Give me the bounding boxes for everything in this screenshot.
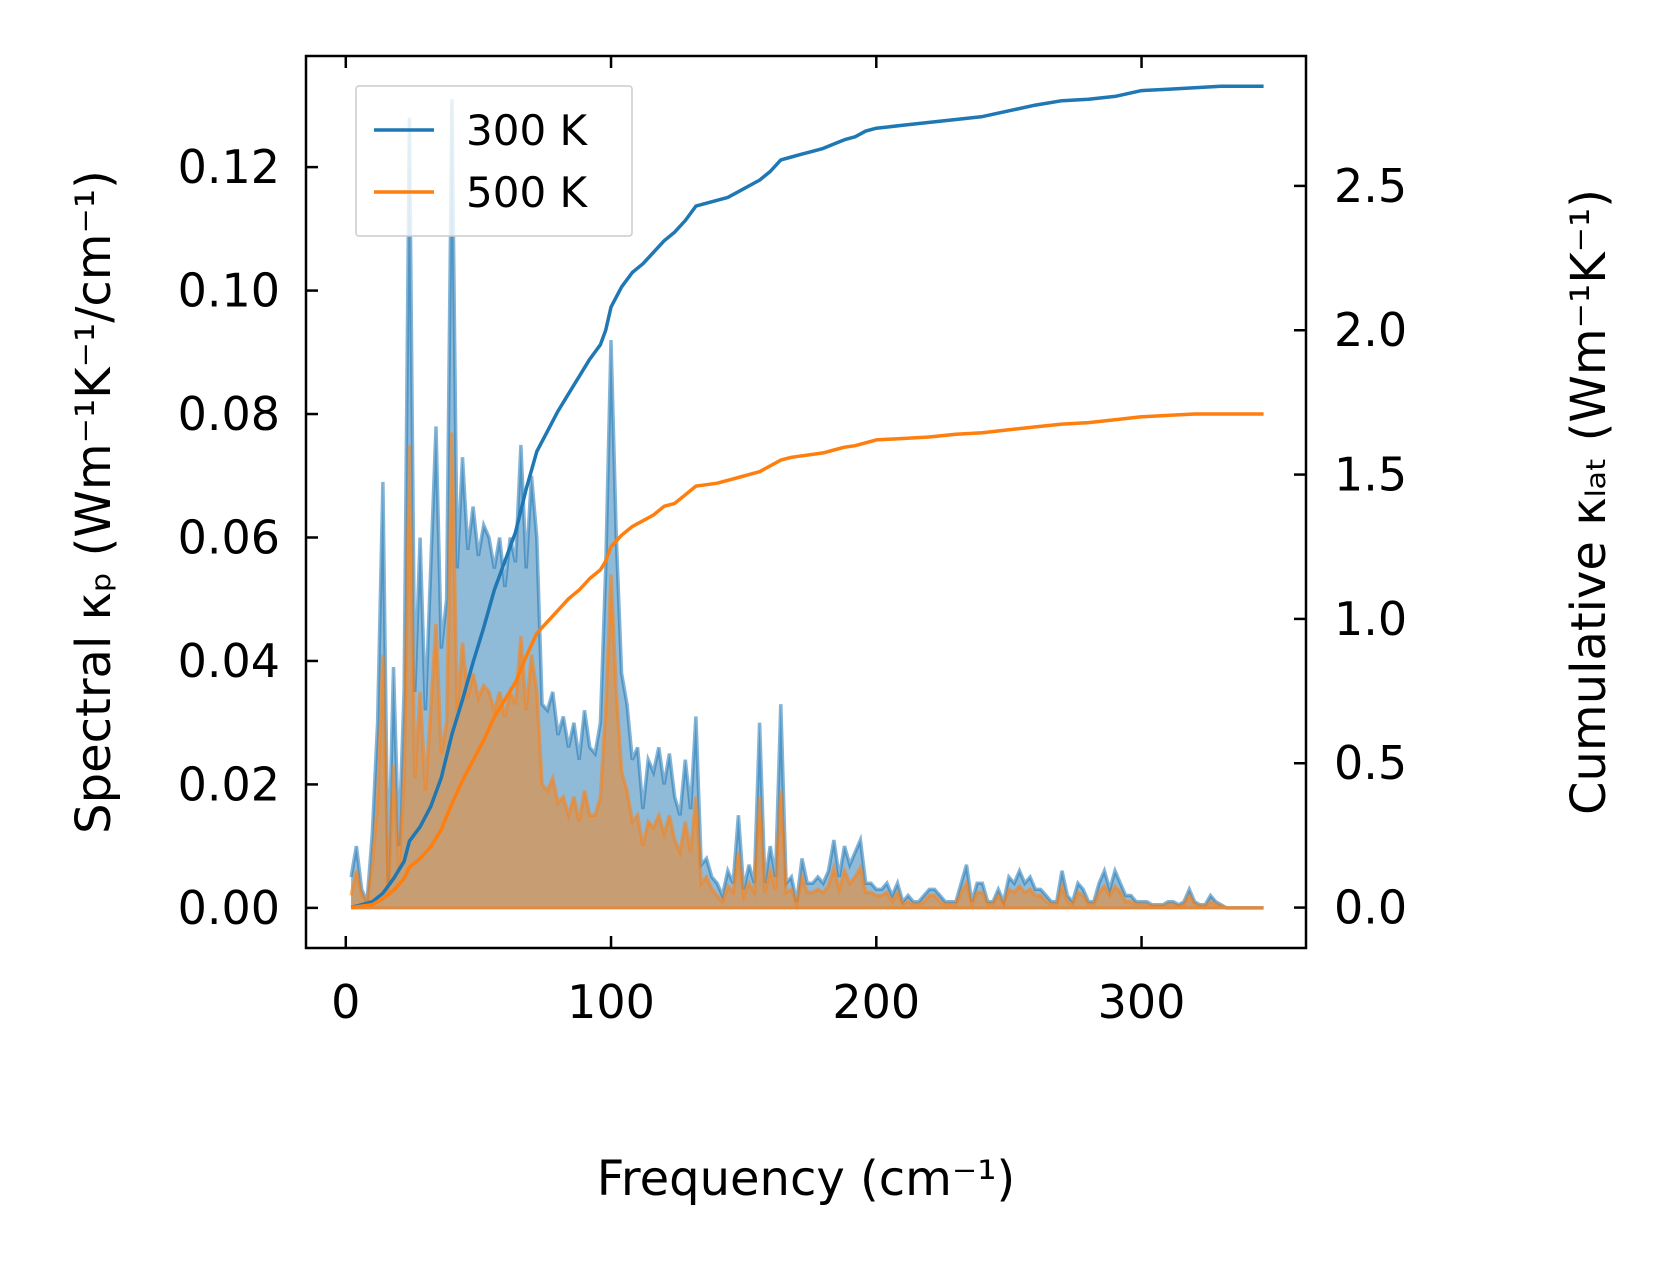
right-tick-label: 0.5	[1334, 736, 1407, 790]
left-tick-label: 0.10	[178, 264, 280, 318]
right-tick-label: 0.0	[1334, 881, 1407, 935]
left-axis-label: Spectral κₚ (Wm⁻¹K⁻¹/cm⁻¹)	[66, 170, 122, 834]
x-tick-label: 300	[1098, 975, 1186, 1029]
left-axis-ticks: 0.00 0.02 0.04 0.06 0.08 0.10 0.12	[178, 140, 318, 935]
spectral-line-300k	[349, 99, 1264, 910]
left-tick-label: 0.06	[178, 510, 280, 564]
right-tick-label: 2.5	[1334, 159, 1407, 213]
series-lines	[350, 84, 1264, 910]
right-tick-label: 2.0	[1334, 303, 1407, 357]
plot-frame	[304, 54, 1308, 950]
legend-label-500k: 500 K	[466, 168, 589, 217]
left-tick-label: 0.00	[178, 881, 280, 935]
right-axis-label: Cumulative κₗₐₜ (Wm⁻¹K⁻¹)	[1561, 189, 1617, 815]
cumulative-line-300k	[350, 84, 1264, 910]
x-axis-label: Frequency (cm⁻¹)	[597, 1151, 1015, 1207]
right-axis-ticks: 0.0 0.5 1.0 1.5 2.0 2.5	[1294, 159, 1407, 935]
spectral-line-500k	[349, 432, 1264, 911]
cumulative-line-500k	[350, 412, 1264, 910]
right-tick-label: 1.0	[1334, 592, 1407, 646]
x-axis-ticks: 0 100 200 300	[331, 56, 1185, 1029]
left-tick-label: 0.02	[178, 757, 280, 811]
right-tick-label: 1.5	[1334, 448, 1407, 502]
left-tick-label: 0.08	[178, 387, 280, 441]
legend-label-300k: 300 K	[466, 106, 589, 155]
left-tick-label: 0.04	[178, 634, 280, 688]
x-tick-label: 0	[331, 975, 360, 1029]
left-tick-label: 0.12	[178, 140, 280, 194]
x-tick-label: 200	[832, 975, 920, 1029]
legend: 300 K 500 K	[355, 85, 633, 237]
legend-box	[355, 85, 633, 237]
x-tick-label: 100	[567, 975, 655, 1029]
